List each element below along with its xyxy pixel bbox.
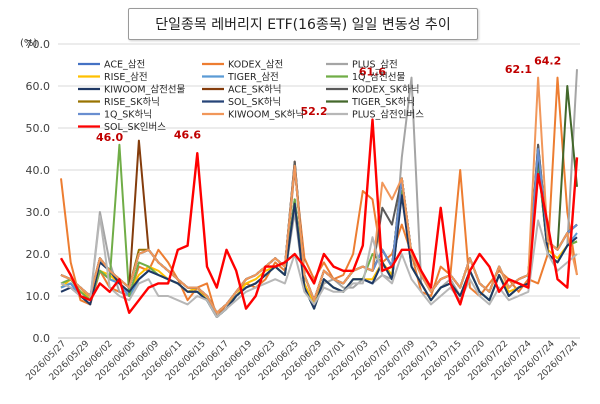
series-line — [60, 76, 578, 314]
y-tick-label: 30.0 — [26, 206, 51, 219]
y-tick-label: 20.0 — [26, 248, 51, 261]
legend-label: RISE_SK하닉 — [104, 96, 160, 108]
legend-label: KIWOOM_삼전선물 — [104, 85, 186, 96]
y-tick-label: 50.0 — [26, 122, 51, 135]
legend: ACE_삼전 KODEX_삼전 PLUS_삼전 RISE_삼전 TIGER_삼전 1Q_삼… — [78, 60, 424, 133]
y-tick-label: 40.0 — [26, 164, 51, 177]
series-line — [59, 118, 579, 314]
legend-label: ACE_SK하닉 — [228, 84, 281, 96]
data-label: 46.0 — [96, 131, 123, 144]
data-label: 62.1 — [505, 63, 532, 76]
series-lines — [59, 69, 579, 318]
x-axis-ticks: 2026/05/272026/05/292026/06/022026/06/05… — [24, 339, 580, 383]
annotations: 46.0 46.6 52.2 61.6 62.164.2 — [96, 54, 561, 143]
y-axis-ticks: 0.0 10.0 20.0 30.0 40.0 50.0 60.0 70.0 — [26, 38, 51, 345]
data-label: 52.2 — [300, 105, 327, 118]
chart-title-box: 단일종목 레버리지 ETF(16종목) 일일 변동성 추이 — [128, 8, 478, 40]
chart-title: 단일종목 레버리지 ETF(16종목) 일일 변동성 추이 — [155, 17, 451, 33]
series-line — [60, 152, 578, 318]
y-tick-label: 60.0 — [26, 80, 51, 93]
legend-label: ACE_삼전 — [104, 60, 145, 71]
legend-label: PLUS_삼전 — [352, 60, 398, 71]
legend-label: 1Q_삼전선물 — [352, 72, 405, 83]
legend-label: 1Q_SK하닉 — [104, 109, 152, 121]
data-label: 64.2 — [534, 54, 561, 67]
legend-label: PLUS_삼전인버스 — [352, 110, 424, 121]
legend-label: SOL_SK하닉 — [228, 96, 281, 108]
legend-label: KODEX_SK하닉 — [352, 84, 420, 96]
data-label: 61.6 — [359, 65, 386, 78]
y-tick-label: 70.0 — [26, 38, 51, 51]
legend-label: SOL_SK인버스 — [104, 122, 166, 133]
gridlines — [58, 43, 580, 339]
series-line — [60, 215, 578, 318]
data-label: 46.6 — [174, 128, 201, 141]
y-tick-label: 10.0 — [26, 290, 51, 303]
legend-label: KIWOOM_SK하닉 — [228, 109, 304, 121]
y-tick-label: 0.0 — [33, 332, 51, 345]
legend-label: TIGER_SK하닉 — [351, 96, 415, 108]
legend-label: RISE_삼전 — [104, 72, 148, 83]
legend-label: KODEX_삼전 — [228, 60, 283, 71]
y-axis-unit-label: (%) — [20, 38, 38, 49]
legend-label: TIGER_삼전 — [227, 72, 279, 83]
